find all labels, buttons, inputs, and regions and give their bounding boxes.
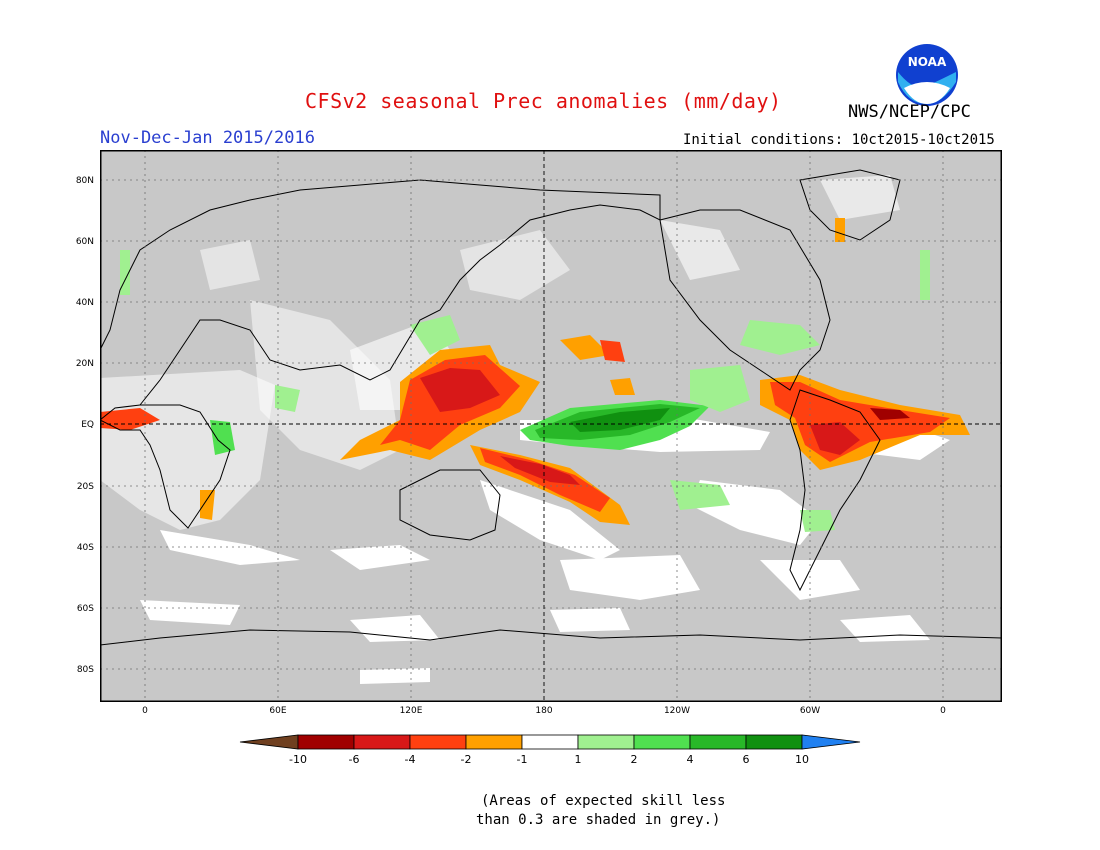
colorbar-segment — [521, 734, 579, 750]
lon-tick: 60E — [269, 706, 286, 716]
colorbar-label: -4 — [404, 753, 416, 766]
gridlines — [100, 150, 1002, 702]
wet-anomalies — [120, 250, 930, 532]
colorbar-segment — [577, 734, 635, 750]
lat-tick: 80N — [76, 176, 94, 186]
lon-tick: 0 — [940, 706, 946, 716]
colorbar-label: 2 — [630, 753, 638, 766]
lon-tick: 120W — [664, 706, 690, 716]
colorbar-label: -2 — [460, 753, 472, 766]
lon-tick: 180 — [535, 706, 552, 716]
colorbar-label: 6 — [742, 753, 750, 766]
initial-conditions-label: Initial conditions: 10ct2015-10ct2015 — [683, 132, 995, 148]
latitude-axis: 80N 60N 40N 20N EQ 20S 40S 60S 80S — [76, 176, 94, 675]
lon-tick: 0 — [142, 706, 148, 716]
lat-tick: 60N — [76, 237, 94, 247]
period-label: Nov-Dec-Jan 2015/2016 — [100, 128, 315, 148]
colorbar-label: -6 — [348, 753, 360, 766]
lon-tick: 60W — [800, 706, 820, 716]
lat-tick: 20S — [77, 482, 94, 492]
dry-anomalies — [100, 218, 970, 525]
colorbar-segment — [409, 734, 467, 750]
colorbar-label: -10 — [289, 753, 307, 766]
noaa-logo: NOAA — [894, 42, 960, 112]
map-frame — [100, 150, 1002, 702]
colorbar-segment — [465, 734, 523, 750]
colorbar-segment — [633, 734, 691, 750]
colorbar-label: 10 — [795, 753, 809, 766]
colorbar-segment — [297, 734, 355, 750]
lat-tick: 40N — [76, 298, 94, 308]
colorbar-label: 4 — [686, 753, 694, 766]
lat-tick: 40S — [77, 543, 94, 553]
lat-tick: 60S — [77, 604, 94, 614]
logo-text: NOAA — [908, 55, 947, 69]
colorbar-segment — [353, 734, 411, 750]
precipitation-anomaly-map — [100, 150, 1002, 702]
colorbar — [239, 734, 861, 750]
skill-note-line2: than 0.3 are shaded in grey.) — [476, 812, 721, 828]
map-title: CFSv2 seasonal Prec anomalies (mm/day) — [305, 89, 782, 113]
lat-tick: 80S — [77, 665, 94, 675]
colorbar-segment — [689, 734, 747, 750]
colorbar-segment — [745, 734, 803, 750]
colorbar-arrow-high — [801, 734, 861, 750]
skill-note-line1: (Areas of expected skill less — [481, 793, 726, 809]
colorbar-label: 1 — [574, 753, 582, 766]
colorbar-arrow-low — [239, 734, 299, 750]
colorbar-label: -1 — [516, 753, 528, 766]
lat-tick: EQ — [81, 420, 94, 430]
longitude-axis: 0 60E 120E 180 120W 60W 0 — [142, 706, 946, 716]
lat-tick: 20N — [76, 359, 94, 369]
lon-tick: 120E — [400, 706, 423, 716]
agency-label: NWS/NCEP/CPC — [848, 102, 971, 122]
equator-dateline — [100, 150, 1002, 702]
